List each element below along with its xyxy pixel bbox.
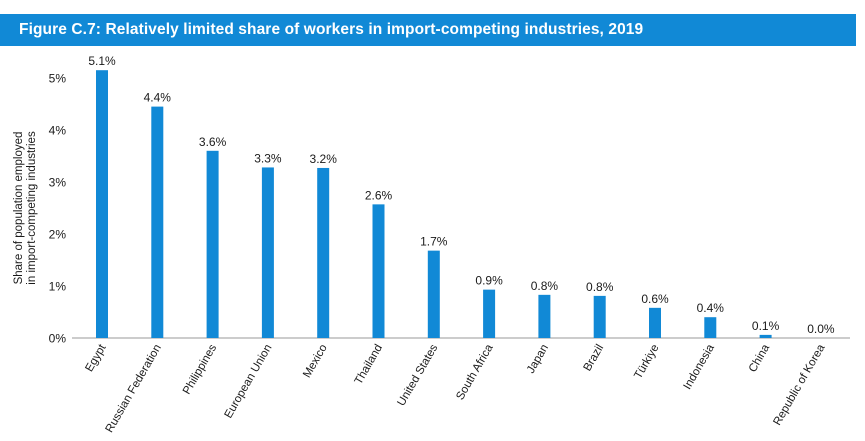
figure-title-bar: Figure C.7: Relatively limited share of …: [0, 14, 856, 46]
data-label: 2.6%: [365, 188, 393, 202]
y-axis-ticks: 0% 1% 2% 3% 4% 5%: [49, 72, 67, 346]
bars: [96, 70, 772, 338]
bar: [759, 334, 772, 338]
data-label: 0.8%: [531, 279, 559, 293]
y-tick-label: 5%: [49, 72, 67, 86]
y-tick-label: 4%: [49, 124, 67, 138]
x-tick-label: Republic of Korea: [771, 342, 827, 428]
x-tick-label: Türkiye: [632, 343, 661, 382]
data-label: 0.0%: [807, 322, 835, 336]
x-tick-label: Japan: [525, 343, 551, 376]
bar: [427, 250, 440, 338]
x-tick-label: Indonesia: [682, 342, 718, 392]
x-tick-label: Brazil: [582, 343, 607, 374]
bar: [649, 307, 661, 338]
x-tick-label: Mexico: [301, 343, 330, 381]
x-tick-label: South Africa: [454, 342, 496, 402]
y-axis-title: Share of population employed in import-co…: [13, 131, 38, 285]
data-label: 0.6%: [641, 292, 669, 306]
data-label: 0.9%: [475, 274, 503, 288]
y-tick-label: 1%: [49, 280, 67, 294]
x-tick-label: Egypt: [83, 342, 108, 374]
bar: [317, 167, 330, 338]
data-labels: 5.1% 4.4% 3.6% 3.3% 3.2% 2.6% 1.7% 0.9% 0.8% 0.8%…: [88, 54, 835, 336]
data-label: 3.6%: [199, 135, 227, 149]
data-label: 3.2%: [310, 152, 338, 166]
bar: [704, 317, 717, 338]
y-tick-label: 0%: [49, 332, 67, 346]
bar: [151, 106, 164, 338]
bar: [483, 289, 496, 338]
y-axis-title-line: in import-competing industries: [26, 131, 38, 285]
bar: [372, 204, 385, 338]
x-tick-label: Russian Federation: [104, 343, 164, 435]
figure-title: Figure C.7: Relatively limited share of …: [19, 21, 644, 38]
data-label: 1.7%: [420, 235, 448, 249]
x-tick-label: Philippines: [181, 342, 219, 396]
bar: [206, 150, 219, 338]
data-label: 0.8%: [586, 280, 614, 294]
y-tick-label: 2%: [49, 228, 67, 242]
x-tick-label: United States: [395, 342, 440, 408]
bar: [593, 295, 606, 338]
y-axis-title-line: Share of population employed: [13, 132, 25, 285]
data-label: 0.1%: [752, 319, 780, 333]
x-tick-label: China: [747, 342, 773, 375]
x-tick-label: European Union: [223, 343, 275, 421]
y-tick-label: 3%: [49, 176, 67, 190]
data-label: 3.3%: [254, 151, 282, 165]
x-tick-label: Thailand: [353, 343, 385, 387]
data-label: 0.4%: [697, 301, 725, 315]
data-label: 4.4%: [144, 91, 172, 105]
bar: [96, 70, 108, 338]
data-label: 5.1%: [88, 54, 116, 68]
bar: [538, 294, 551, 338]
bar: [261, 167, 274, 338]
